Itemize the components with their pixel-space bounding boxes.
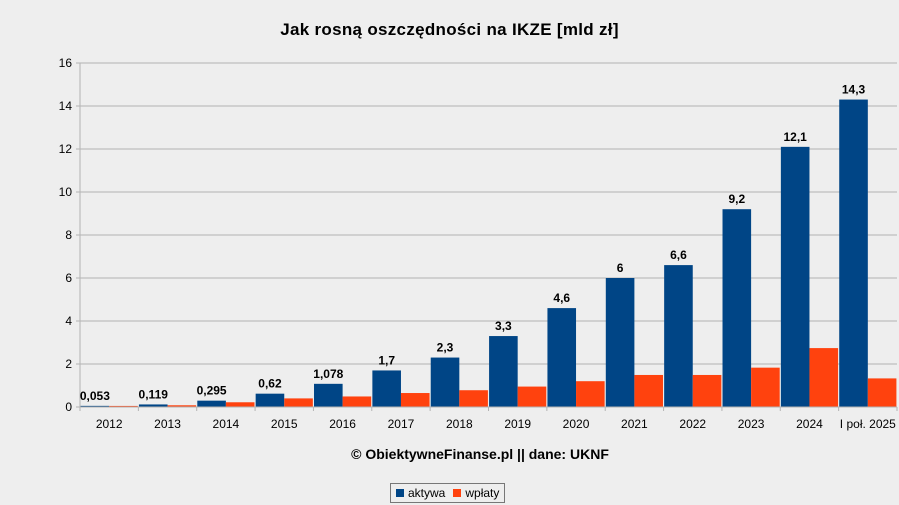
bar-wpłaty (400, 393, 430, 407)
bar-wpłaty (342, 396, 372, 407)
bar-wpłaty (809, 348, 839, 407)
bar-aktywa (314, 383, 343, 407)
x-tick-label: I poł. 2025 (840, 417, 896, 431)
x-tick-label: 2023 (738, 417, 765, 431)
y-tick-label: 14 (59, 99, 73, 113)
x-tick-label: 2012 (96, 417, 123, 431)
x-tick-label: 2015 (271, 417, 298, 431)
data-label: 4,6 (553, 291, 570, 305)
bar-aktywa (255, 393, 285, 407)
y-tick-label: 12 (59, 142, 73, 156)
source-note: © ObiektywneFinanse.pl || dane: UKNF (351, 446, 609, 462)
data-label: 0,62 (258, 377, 282, 391)
x-tick-label: 2013 (154, 417, 181, 431)
x-tick-label: 2018 (446, 417, 473, 431)
legend-label: aktywa (408, 486, 446, 500)
legend-swatch (453, 489, 462, 497)
x-tick-label: 2016 (329, 417, 356, 431)
x-tick-label: 2022 (679, 417, 706, 431)
bar-aktywa (605, 278, 635, 407)
bar-wpłaty (167, 405, 197, 407)
x-tick-label: 2017 (388, 417, 415, 431)
data-label: 14,3 (842, 83, 866, 97)
bar-wpłaty (284, 398, 313, 407)
bar-aktywa (80, 405, 110, 407)
x-tick-label: 2019 (504, 417, 531, 431)
bar-aktywa (722, 209, 752, 407)
bar-wpłaty (867, 378, 897, 407)
data-label: 6,6 (670, 248, 687, 262)
bar-wpłaty (692, 374, 722, 407)
y-tick-label: 6 (65, 271, 72, 285)
bar-wpłaty (634, 374, 663, 407)
data-label: 3,3 (495, 319, 512, 333)
x-tick-label: 2014 (213, 417, 240, 431)
legend-swatch (396, 489, 404, 497)
y-tick-label: 10 (59, 185, 73, 199)
data-label: 0,119 (139, 387, 169, 401)
bar-aktywa (664, 265, 693, 407)
legend: aktywa wpłaty (390, 483, 506, 503)
data-label: 1,078 (313, 367, 343, 381)
data-label: 0,053 (80, 389, 110, 403)
y-tick-label: 0 (65, 400, 72, 414)
data-label: 12,1 (783, 130, 807, 144)
chart-title: Jak rosną oszczędności na IKZE [mld zł] (280, 20, 619, 39)
x-tick-label: 2024 (796, 417, 823, 431)
bar-wpłaty (225, 402, 255, 407)
bar-aktywa (138, 404, 168, 407)
bar-aktywa (839, 99, 868, 408)
x-tick-label: 2021 (621, 417, 648, 431)
data-label: 6 (617, 261, 624, 275)
data-label: 2,3 (437, 341, 454, 355)
data-label: 9,2 (728, 192, 745, 206)
bar-wpłaty (751, 367, 780, 407)
bar-aktywa (372, 370, 401, 407)
bar-aktywa (489, 336, 518, 407)
bar-aktywa (547, 308, 577, 407)
x-tick-label: 2020 (563, 417, 590, 431)
data-label: 0,295 (197, 384, 227, 398)
y-tick-label: 8 (65, 228, 72, 242)
bar-aktywa (197, 400, 226, 407)
legend-label: wpłaty (465, 486, 500, 500)
bar-wpłaty (459, 390, 488, 407)
data-label: 1,7 (378, 353, 395, 367)
bar-aktywa (430, 357, 460, 407)
legend-item-wplaty: wpłaty (453, 486, 499, 500)
bar-wpłaty (517, 386, 547, 407)
bar-wpłaty (576, 381, 605, 407)
y-tick-label: 2 (65, 357, 72, 371)
y-tick-label: 4 (65, 314, 72, 328)
bar-wpłaty (109, 405, 138, 407)
bar-aktywa (780, 146, 810, 407)
y-tick-label: 16 (59, 56, 73, 70)
legend-item-aktywa: aktywa (396, 486, 445, 500)
